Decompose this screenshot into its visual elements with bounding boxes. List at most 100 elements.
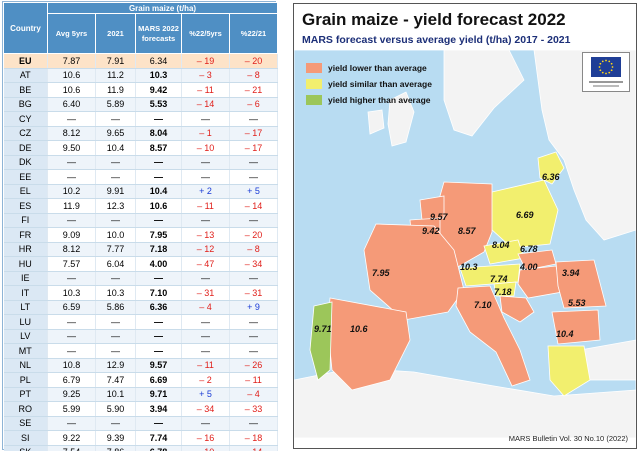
forecast-2022-cell: 8.04 xyxy=(135,126,182,141)
country-el xyxy=(547,345,591,397)
map-value-fr: 7.95 xyxy=(372,268,390,278)
yield-2021-cell: — xyxy=(95,271,136,286)
pct-vs-5yrs-cell: – 47 xyxy=(181,256,230,272)
yield-2021-cell: 9.91 xyxy=(95,184,136,199)
country-lt xyxy=(537,151,565,185)
yield-2021-cell: 5.86 xyxy=(95,300,136,315)
map-value-de: 8.57 xyxy=(458,226,476,236)
table-row: FI — — — — — xyxy=(3,213,278,228)
table-row: RO 5.99 5.90 3.94– 34– 33 xyxy=(3,401,278,417)
yield-table: Country Grain maize (t/ha) Avg 5yrs 2021… xyxy=(3,2,278,451)
country-cell: AT xyxy=(3,68,48,83)
col-header-avg: Avg 5yrs xyxy=(47,13,96,54)
yield-2021-cell: 10.3 xyxy=(95,285,136,301)
pct-vs-5yrs-cell: — xyxy=(181,169,230,185)
col-header-2021: 2021 xyxy=(95,13,136,54)
pct-vs-5yrs-cell: + 5 xyxy=(181,387,230,402)
pct-vs-2021-cell: – 18 xyxy=(229,430,278,446)
map-value-hr: 7.18 xyxy=(494,287,512,297)
forecast-2022-cell: 10.3 xyxy=(135,68,182,83)
yield-2021-cell: 5.89 xyxy=(95,97,136,112)
avg-5yrs-cell: — xyxy=(47,314,96,330)
avg-5yrs-cell: 10.6 xyxy=(47,68,96,83)
forecast-2022-cell: — xyxy=(135,343,182,359)
forecast-2022-cell: — xyxy=(135,314,182,330)
country-hr xyxy=(499,295,535,323)
pct-vs-2021-cell: – 20 xyxy=(229,53,278,69)
yield-2021-cell: — xyxy=(95,314,136,330)
avg-5yrs-cell: — xyxy=(47,416,96,431)
yield-2021-cell: 7.86 xyxy=(95,445,136,451)
avg-5yrs-cell: — xyxy=(47,329,96,344)
yield-2021-cell: 10.1 xyxy=(95,387,136,402)
map-value-at: 10.3 xyxy=(460,262,478,272)
yield-2021-cell: — xyxy=(95,111,136,127)
country-cell: SE xyxy=(3,416,48,431)
yield-2021-cell: 9.39 xyxy=(95,430,136,446)
map-panel: Grain maize - yield forecast 2022 MARS f… xyxy=(293,3,637,449)
table-row: CZ 8.12 9.65 8.04– 1– 17 xyxy=(3,126,278,141)
table-row: CY — — — — — xyxy=(3,111,278,127)
forecast-2022-cell: — xyxy=(135,169,182,185)
avg-5yrs-cell: 10.8 xyxy=(47,358,96,373)
forecast-2022-cell: — xyxy=(135,155,182,170)
map-value-it: 7.10 xyxy=(474,300,492,310)
avg-5yrs-cell: — xyxy=(47,271,96,286)
pct-vs-5yrs-cell: – 4 xyxy=(181,300,230,315)
forecast-2022-cell: 7.10 xyxy=(135,285,182,301)
country-cell: BE xyxy=(3,82,48,98)
pct-vs-5yrs-cell: – 19 xyxy=(181,53,230,69)
map-value-el: 10.4 xyxy=(556,329,574,339)
country-cell: SK xyxy=(3,445,48,451)
country-cell: DE xyxy=(3,140,48,156)
map-value-bg: 5.53 xyxy=(568,298,586,308)
col-header-pct-21: %22/21 xyxy=(229,13,278,54)
pct-vs-2021-cell: – 8 xyxy=(229,68,278,83)
country-hu xyxy=(517,265,563,299)
avg-5yrs-cell: — xyxy=(47,169,96,185)
map-value-pt: 9.71 xyxy=(314,324,332,334)
country-cell: BG xyxy=(3,97,48,112)
table-row: BE 10.6 11.9 9.42– 11– 21 xyxy=(3,82,278,98)
pct-vs-5yrs-cell: – 11 xyxy=(181,82,230,98)
forecast-2022-cell: 5.53 xyxy=(135,97,182,112)
forecast-2022-cell: — xyxy=(135,271,182,286)
yield-2021-cell: — xyxy=(95,329,136,344)
eu-commission-logo xyxy=(582,52,630,92)
forecast-2022-cell: 7.18 xyxy=(135,242,182,257)
europe-map xyxy=(294,50,636,438)
pct-vs-5yrs-cell: – 3 xyxy=(181,68,230,83)
table-row: BG 6.40 5.89 5.53– 14– 6 xyxy=(3,97,278,112)
legend-lower: yield lower than average xyxy=(306,62,427,74)
forecast-2022-cell: 6.69 xyxy=(135,372,182,388)
pct-vs-5yrs-cell: — xyxy=(181,213,230,228)
map-title: Grain maize - yield forecast 2022 xyxy=(302,10,566,29)
pct-vs-5yrs-cell: — xyxy=(181,416,230,431)
pct-vs-5yrs-cell: — xyxy=(181,111,230,127)
yield-2021-cell: 5.90 xyxy=(95,401,136,417)
avg-5yrs-cell: 9.22 xyxy=(47,430,96,446)
group-header: Grain maize (t/ha) xyxy=(47,2,278,14)
map-value-be: 9.42 xyxy=(422,226,440,236)
yield-2021-cell: — xyxy=(95,169,136,185)
pct-vs-5yrs-cell: – 10 xyxy=(181,445,230,451)
legend-higher: yield higher than average xyxy=(306,94,431,106)
table-body: EU 7.87 7.91 6.34– 19– 20 AT 10.6 11.2 10.3– 3–… xyxy=(3,53,278,451)
yield-table-panel: Country Grain maize (t/ha) Avg 5yrs 2021… xyxy=(2,1,278,451)
yield-2021-cell: — xyxy=(95,343,136,359)
table-row: PL 6.79 7.47 6.69– 2– 11 xyxy=(3,372,278,388)
table-row: IT 10.3 10.3 7.10– 31– 31 xyxy=(3,285,278,301)
country-cell: EL xyxy=(3,184,48,199)
pct-vs-5yrs-cell: + 2 xyxy=(181,184,230,199)
country-cell: EE xyxy=(3,169,48,185)
pct-vs-5yrs-cell: – 1 xyxy=(181,126,230,141)
pct-vs-5yrs-cell: – 11 xyxy=(181,358,230,373)
country-cell: HR xyxy=(3,242,48,257)
pct-vs-2021-cell: – 14 xyxy=(229,445,278,451)
pct-vs-2021-cell: — xyxy=(229,271,278,286)
uk-landmass xyxy=(387,91,415,147)
country-cell: IT xyxy=(3,285,48,301)
country-header: Country xyxy=(3,2,48,54)
country-si xyxy=(493,281,517,297)
country-cell: PL xyxy=(3,372,48,388)
